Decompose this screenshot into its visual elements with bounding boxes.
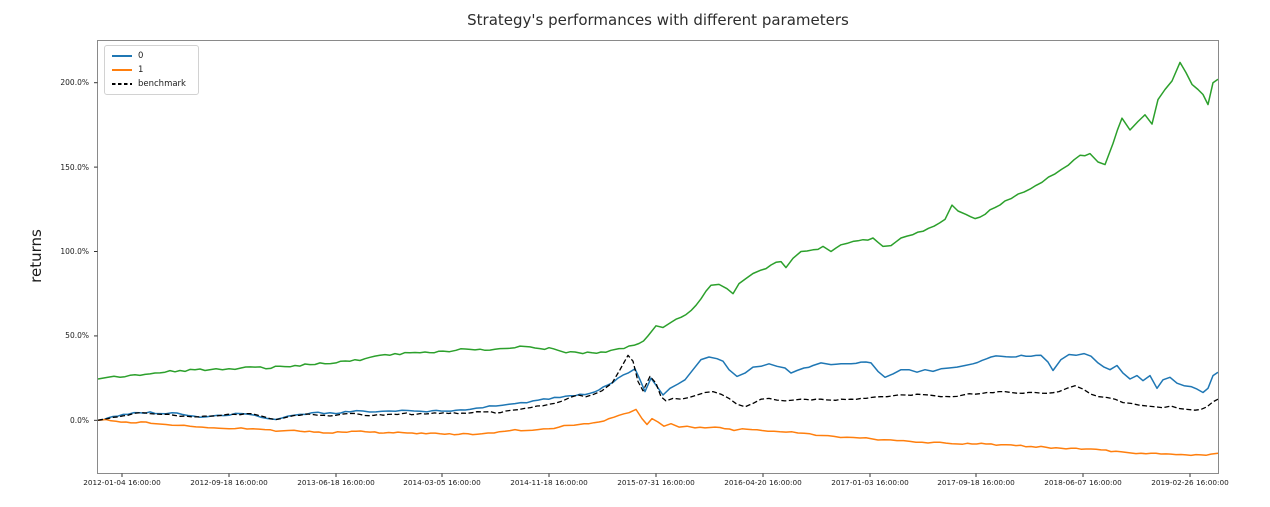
legend-entry-label: 0 [138, 50, 144, 61]
legend-line-sample [112, 55, 132, 57]
x-tick-label: 2018-06-07 16:00:00 [1044, 478, 1122, 487]
legend: 0 1 benchmark [104, 45, 199, 95]
x-tick-label: 2013-06-18 16:00:00 [297, 478, 375, 487]
legend-entry: 1 [112, 65, 191, 75]
legend-line-sample [112, 69, 132, 71]
y-axis-label: returns [27, 229, 45, 283]
x-tick-label: 2017-01-03 16:00:00 [831, 478, 909, 487]
x-tick-label: 2015-07-31 16:00:00 [617, 478, 695, 487]
y-tick-label: 150.0% [60, 162, 89, 172]
y-tick-label: 100.0% [60, 247, 89, 256]
x-tick-label: 2017-09-18 16:00:00 [937, 478, 1015, 487]
legend-entry-label: 1 [138, 64, 144, 75]
chart-title: Strategy's performances with different p… [467, 11, 849, 29]
legend-line-sample [112, 83, 132, 85]
x-tick-label: 2012-01-04 16:00:00 [83, 478, 161, 487]
legend-entry: benchmark [112, 79, 191, 89]
legend-entry-label: benchmark [138, 78, 186, 89]
y-tick-label: 0.0% [69, 415, 89, 425]
x-tick-label: 2019-02-26 16:00:00 [1151, 478, 1229, 487]
y-tick-label: 200.0% [60, 78, 89, 88]
x-tick-label: 2016-04-20 16:00:00 [724, 478, 802, 487]
x-tick-label: 2014-11-18 16:00:00 [510, 478, 588, 487]
x-tick-label: 2014-03-05 16:00:00 [403, 478, 481, 487]
legend-entry: 0 [112, 51, 191, 61]
x-tick-label: 2012-09-18 16:00:00 [190, 478, 268, 487]
y-tick-label: 50.0% [65, 331, 89, 341]
